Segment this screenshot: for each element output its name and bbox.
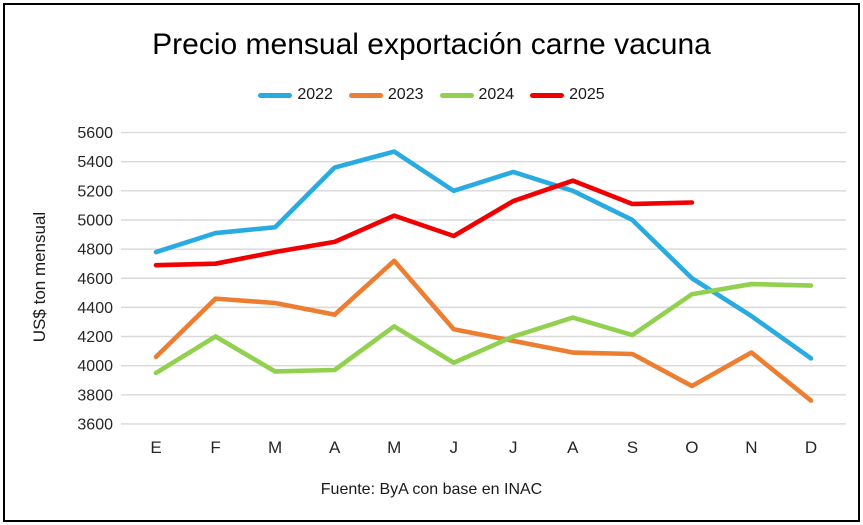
y-tick-label: 3600 — [77, 416, 113, 433]
y-tick-label: 4600 — [77, 271, 113, 288]
y-tick-label: 5400 — [77, 154, 113, 171]
legend-label: 2024 — [478, 86, 515, 103]
legend-label: 2025 — [569, 86, 605, 103]
chart-source: Fuente: ByA con base en INAC — [320, 481, 543, 498]
legend-item-2022: 2022 — [258, 86, 333, 104]
series-line-2025 — [153, 178, 695, 268]
x-tick-label: A — [329, 438, 341, 457]
x-tick-label: M — [268, 438, 282, 457]
y-tick-label: 4200 — [77, 329, 113, 346]
x-tick-label: D — [805, 438, 817, 457]
x-tick-label: E — [150, 438, 161, 457]
legend-label: 2023 — [387, 86, 424, 103]
legend-label: 2022 — [297, 86, 333, 103]
y-tick-label: 3800 — [77, 387, 113, 404]
x-tick-label: S — [627, 438, 638, 457]
y-tick-label: 4400 — [77, 300, 113, 317]
series-line-2022 — [153, 149, 814, 361]
legend-item-2025: 2025 — [530, 86, 605, 104]
x-tick-label: N — [745, 438, 757, 457]
x-tick-label: J — [449, 438, 458, 457]
series-line-2023 — [153, 258, 814, 403]
chart-legend: 2022 2023 2024 2025 — [0, 86, 863, 104]
x-tick-label: F — [210, 438, 220, 457]
page-title: Precio mensual exportación carne vacuna — [152, 28, 711, 61]
x-tick-label: A — [567, 438, 579, 457]
legend-swatch — [258, 92, 293, 98]
legend-swatch — [348, 92, 383, 98]
legend-swatch — [439, 92, 474, 98]
x-tick-label: J — [509, 438, 518, 457]
x-tick-label: M — [387, 438, 401, 457]
y-tick-label: 4000 — [77, 358, 113, 375]
y-tick-label: 5200 — [77, 183, 113, 200]
x-tick-label: O — [685, 438, 698, 457]
y-tick-label: 4800 — [77, 242, 113, 259]
legend-item-2023: 2023 — [348, 86, 424, 104]
y-tick-label: 5600 — [77, 125, 113, 142]
series-line-2024 — [153, 281, 814, 376]
legend-swatch — [530, 92, 565, 98]
y-tick-label: 5000 — [77, 212, 113, 229]
legend-item-2024: 2024 — [439, 86, 515, 104]
